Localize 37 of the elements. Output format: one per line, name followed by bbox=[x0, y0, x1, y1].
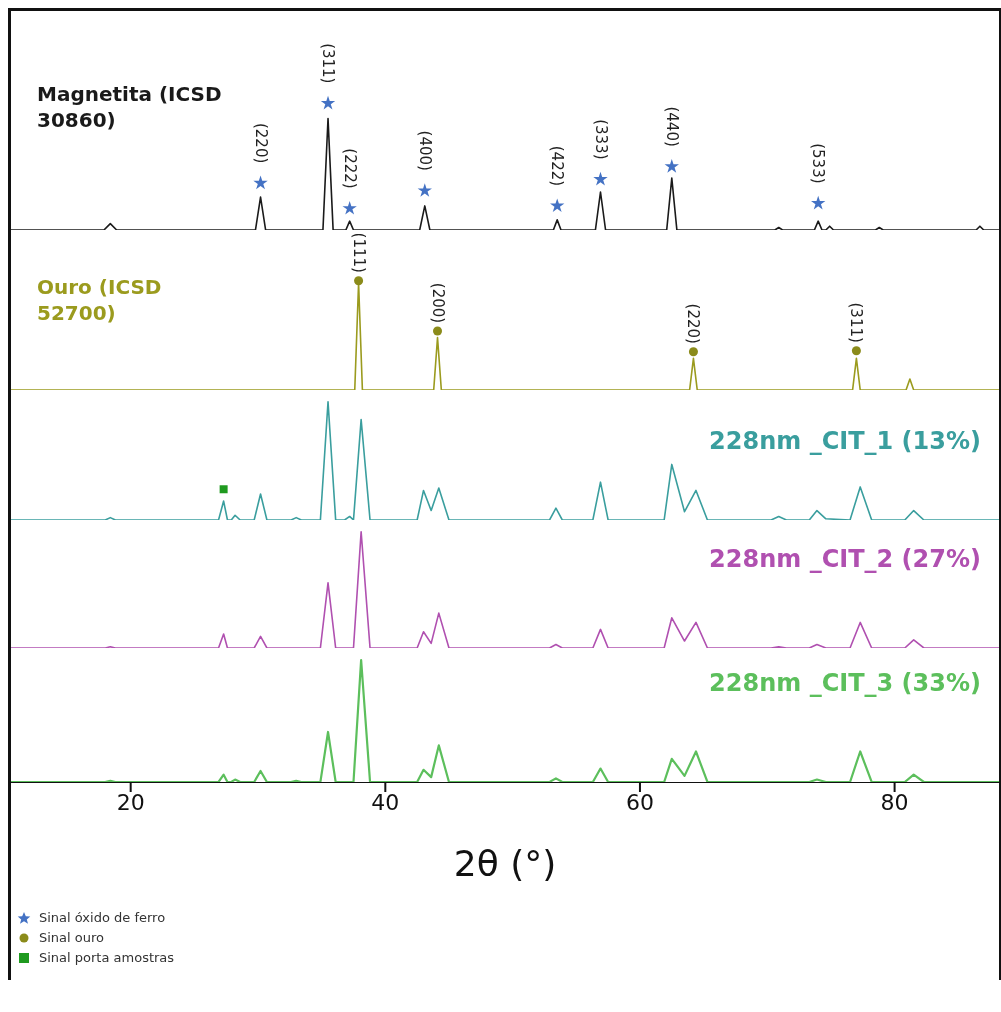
point bbox=[354, 276, 364, 286]
annotation: (400) bbox=[415, 130, 434, 171]
legend-label: Sinal óxido de ferro bbox=[39, 909, 166, 927]
point bbox=[433, 326, 443, 336]
point bbox=[320, 95, 336, 110]
annotation: (440) bbox=[662, 106, 681, 147]
point bbox=[593, 171, 608, 186]
x-tick-label: 40 bbox=[371, 789, 400, 815]
x-tick-label: 60 bbox=[625, 789, 654, 815]
point bbox=[688, 347, 698, 357]
annotation: (220) bbox=[684, 303, 703, 344]
annotation: (111) bbox=[349, 232, 368, 273]
annotation: (311) bbox=[319, 43, 338, 84]
text: 228nm _CIT_2 (27%) bbox=[709, 544, 981, 575]
annotation: (311) bbox=[847, 302, 866, 343]
annotation: (200) bbox=[428, 282, 447, 324]
text: Magnetita (ICSD 30860) bbox=[37, 81, 223, 133]
point bbox=[664, 159, 679, 173]
annotation: (220) bbox=[251, 122, 270, 164]
x-tick-label: 20 bbox=[116, 789, 145, 815]
point bbox=[851, 346, 861, 356]
annotation: (222) bbox=[340, 148, 359, 189]
point bbox=[550, 198, 565, 213]
annotation: (533) bbox=[809, 143, 828, 184]
series-label: 228nm _CIT_1 (13%) bbox=[709, 426, 981, 457]
point bbox=[253, 175, 268, 190]
x-axis-title: 2θ (°) bbox=[453, 843, 557, 884]
x-tick-label: 80 bbox=[880, 789, 909, 815]
point bbox=[811, 195, 826, 210]
text: Ouro (ICSD 52700) bbox=[37, 274, 163, 326]
legend-label: Sinal ouro bbox=[39, 929, 105, 947]
legend-label: Sinal porta amostras bbox=[39, 949, 175, 967]
point bbox=[342, 200, 357, 215]
annotation: (333) bbox=[591, 119, 610, 160]
point bbox=[417, 183, 432, 197]
annotation: (422) bbox=[548, 145, 567, 187]
text: 228nm _CIT_3 (33%) bbox=[709, 668, 981, 699]
